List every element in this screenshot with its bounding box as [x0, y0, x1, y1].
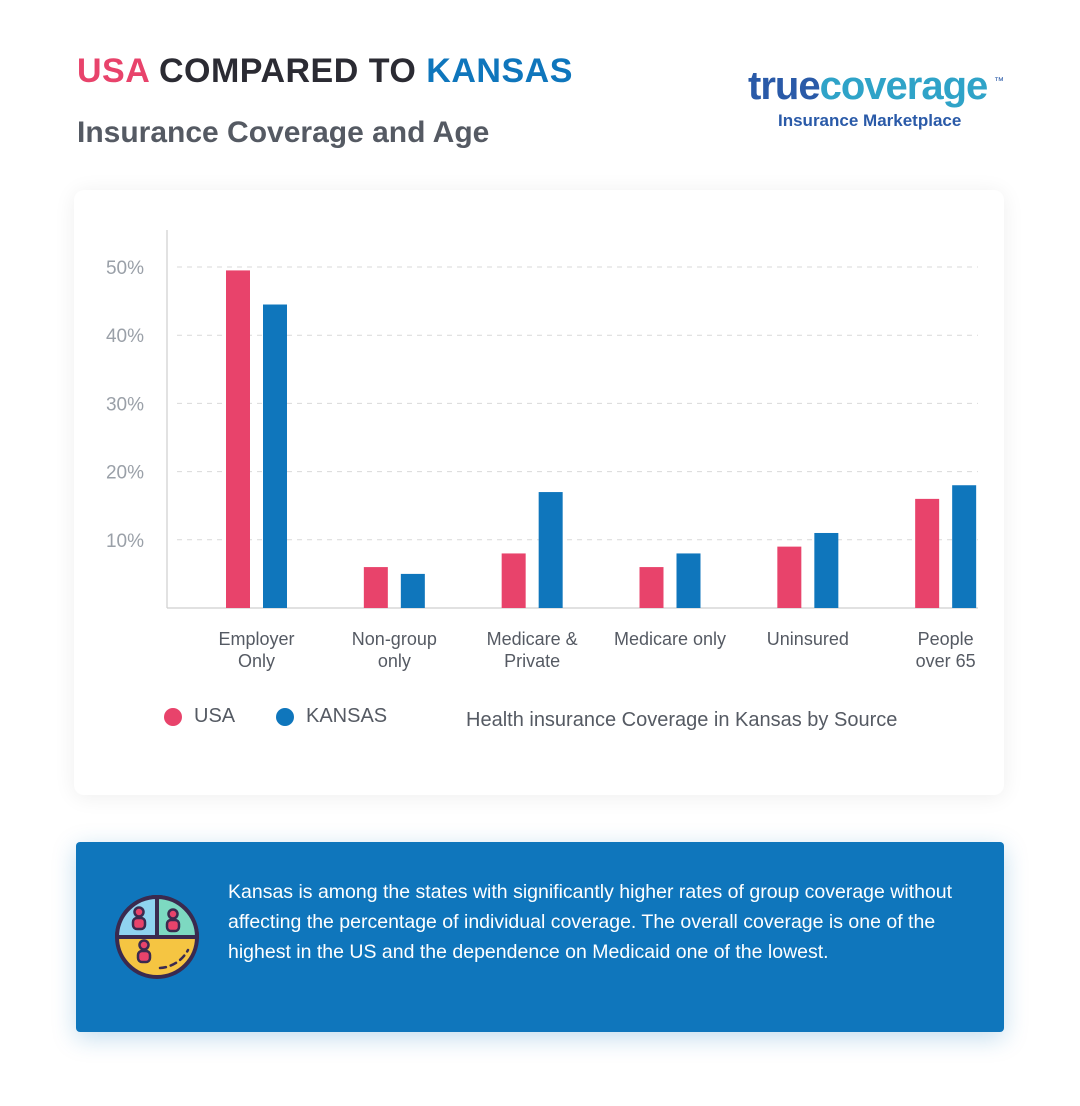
bar-usa — [639, 567, 664, 608]
title-mid: COMPARED TO — [149, 52, 427, 90]
bar-usa — [777, 546, 802, 608]
bar-kansas — [676, 553, 701, 608]
x-tick-label-line: Employer — [218, 629, 294, 649]
y-tick-label: 30% — [106, 394, 144, 415]
bar-kansas — [400, 573, 425, 608]
legend-swatch-usa — [164, 707, 182, 726]
x-tick-label: Non-group only — [352, 629, 437, 671]
title-state: KANSAS — [426, 52, 573, 90]
truecoverage-logo[interactable]: truecoverage ™ Insurance Marketplace — [748, 66, 1008, 134]
x-tick-label-line: only — [378, 651, 411, 671]
bar-kansas — [538, 492, 563, 608]
bar-usa — [226, 270, 250, 608]
chart-caption: Health insurance Coverage in Kansas by S… — [466, 709, 898, 731]
logo-coverage: coverage — [819, 64, 989, 108]
page-title: USA COMPARED TO KANSAS — [77, 52, 573, 91]
info-text: Kansas is among the states with signific… — [228, 881, 953, 963]
chart-card: 10% 20% 30% 40% 50% Employer Only Non-group only… — [74, 190, 1004, 795]
legend-item-usa: USA — [164, 705, 235, 728]
x-tick-label: Uninsured — [767, 629, 849, 649]
logo-wordmark: truecoverage — [748, 64, 989, 108]
pie-people-icon — [115, 895, 199, 979]
y-tick-label: 40% — [106, 326, 144, 347]
x-tick-label: People over 65 — [916, 629, 976, 671]
legend-label-kansas: KANSAS — [306, 705, 388, 727]
y-tick-label: 20% — [106, 463, 144, 484]
x-tick-label-line: over 65 — [916, 651, 976, 671]
legend-swatch-kansas — [276, 707, 294, 726]
legend-item-kansas: KANSAS — [276, 705, 387, 728]
bar-usa — [501, 553, 526, 608]
x-tick-label: Medicare & Private — [487, 629, 578, 671]
title-usa: USA — [77, 52, 150, 90]
logo-trademark: ™ — [994, 76, 1004, 87]
x-tick-label-line: Medicare only — [614, 629, 726, 649]
y-tick-label: 10% — [106, 531, 144, 552]
bar-usa — [363, 567, 388, 608]
x-tick-label-line: Medicare & — [487, 629, 578, 649]
bar-chart: 10% 20% 30% 40% 50% Employer Only Non-group only… — [106, 230, 978, 671]
page-subtitle: Insurance Coverage and Age — [77, 116, 490, 149]
legend-label-usa: USA — [194, 705, 236, 727]
logo-tagline: Insurance Marketplace — [778, 111, 962, 130]
x-tick-label-line: Private — [504, 651, 560, 671]
x-tick-label-line: Non-group — [352, 629, 437, 649]
logo-true: true — [748, 64, 821, 108]
x-tick-label: Medicare only — [614, 629, 726, 649]
bar-usa — [915, 498, 940, 608]
x-tick-label: Employer Only — [218, 629, 294, 671]
x-tick-label-line: Only — [238, 651, 275, 671]
bar-kansas — [263, 304, 287, 608]
x-tick-label-line: Uninsured — [767, 629, 849, 649]
bar-kansas — [952, 485, 977, 608]
y-tick-label: 50% — [106, 258, 144, 279]
bar-kansas — [814, 532, 839, 608]
info-panel: Kansas is among the states with signific… — [76, 842, 1004, 1032]
x-tick-label-line: People — [918, 629, 974, 649]
